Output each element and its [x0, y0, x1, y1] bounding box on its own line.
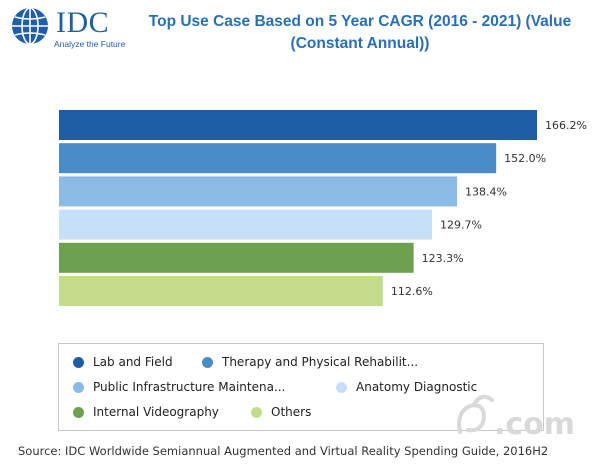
chart-title: Top Use Case Based on 5 Year CAGR (2016 … [148, 13, 572, 52]
legend-label: Therapy and Physical Rehabilit... [222, 355, 419, 369]
bar-value-label: 129.7% [440, 219, 482, 232]
legend-marker [202, 356, 213, 368]
legend-label: Lab and Field [93, 355, 173, 369]
bar-6 [59, 276, 383, 306]
bar-4 [59, 209, 433, 240]
legend-label: Internal Videography [93, 405, 219, 419]
legend-item: Lab and Field [73, 355, 173, 369]
bar-2 [59, 143, 497, 174]
bar-5 [59, 242, 414, 273]
bar-value-label: 152.0% [504, 152, 546, 165]
legend-item: Internal Videography [73, 405, 219, 419]
legend-item: Anatomy Diagnostic [336, 380, 477, 394]
bar-value-label: 138.4% [465, 185, 507, 198]
bar-3 [59, 176, 458, 207]
bar-chart: 166.2% 152.0% 138.4% 129.7% 123.3% 112.6% [59, 110, 587, 306]
legend-marker [73, 406, 84, 418]
bar-value-label: 166.2% [545, 119, 587, 132]
bar-value-label: 112.6% [391, 285, 433, 298]
legend-label: Anatomy Diagnostic [356, 380, 478, 394]
source-note: Source: IDC Worldwide Semiannual Augment… [18, 444, 549, 458]
bar-1 [59, 110, 537, 140]
legend-label: Public Infrastructure Maintena... [93, 380, 286, 394]
chart-legend: Lab and Field Therapy and Physical Rehabi… [58, 343, 544, 431]
globe-icon [12, 7, 48, 45]
logo-text: IDC [56, 6, 110, 39]
legend-marker [251, 406, 262, 418]
legend-item: Public Infrastructure Maintena... [73, 380, 285, 394]
legend-marker [336, 381, 347, 393]
bar-value-label: 123.3% [422, 252, 464, 265]
legend-marker [73, 381, 84, 393]
legend-item: Others [251, 405, 311, 419]
watermark-text: .com [494, 407, 575, 442]
legend-label: Others [271, 405, 312, 419]
legend-item: Therapy and Physical Rehabilit... [202, 355, 418, 369]
legend-marker [73, 356, 84, 368]
idc-logo: IDC Analyze the Future [10, 6, 128, 50]
watermark: .com [457, 394, 575, 442]
logo-tagline: Analyze the Future [54, 39, 126, 49]
